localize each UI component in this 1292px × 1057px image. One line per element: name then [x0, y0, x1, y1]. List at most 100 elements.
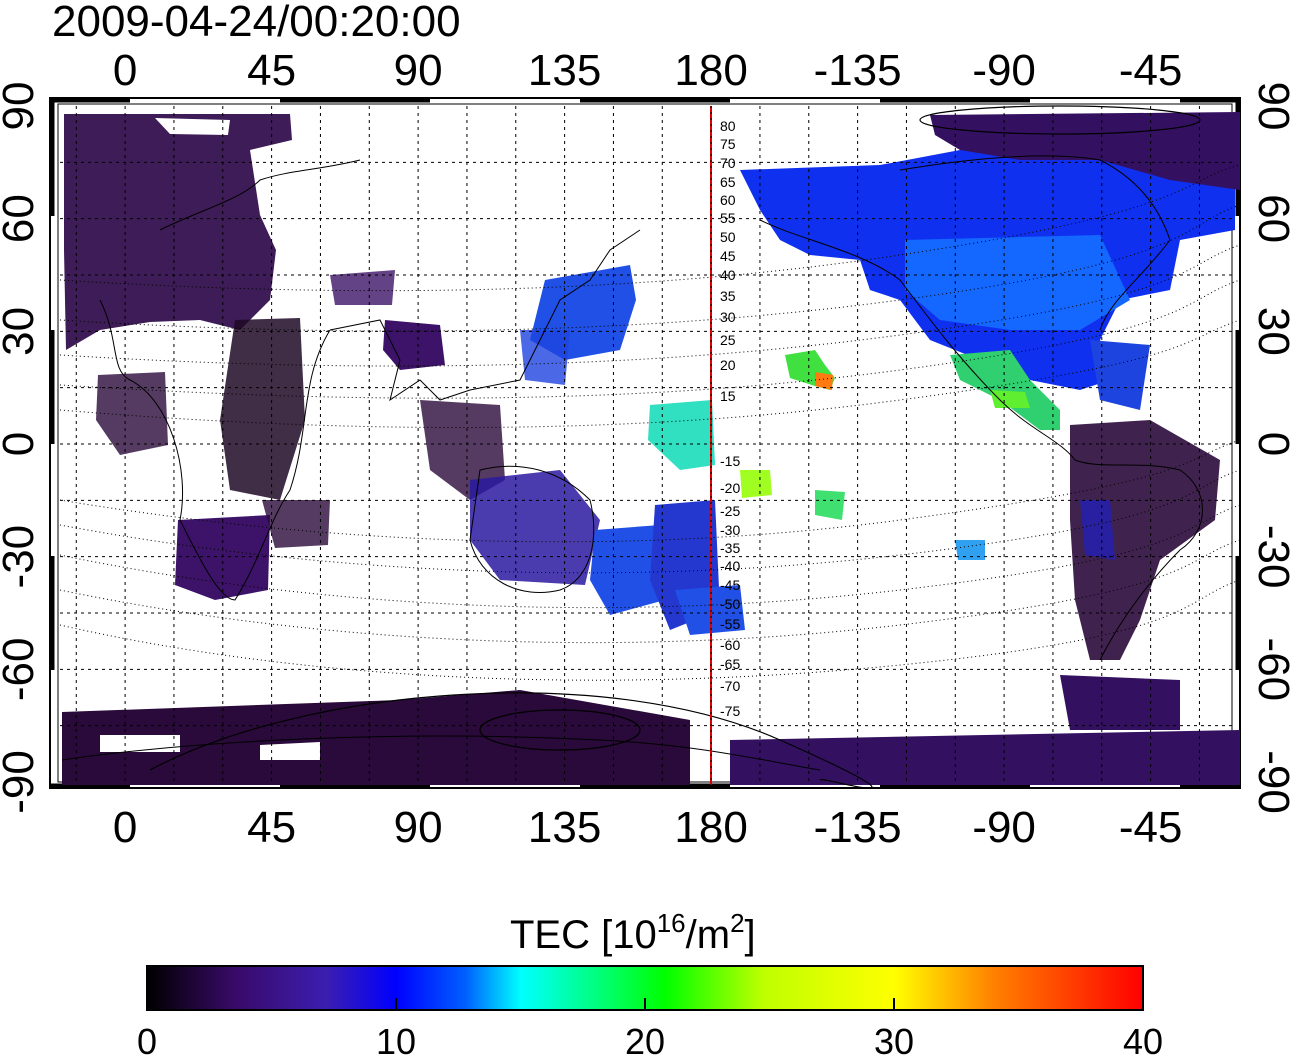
bottom-lon-tick-label: 45: [247, 803, 296, 852]
meridian-label: -25: [720, 503, 740, 519]
colorbar-ticks: 0 10 20 30 40: [137, 998, 1163, 1057]
magnetic-contours: [59, 164, 1241, 681]
tec-region-south-america: [1070, 420, 1220, 660]
bottom-lon-tick-label: -135: [814, 803, 902, 852]
colorbar-label-end: ]: [745, 913, 756, 957]
colorbar-tick-label: 10: [376, 1021, 416, 1057]
colorbar-tick-label: 0: [137, 1021, 157, 1057]
colorbar-tick-label: 30: [874, 1021, 914, 1057]
tec-region-central-america: [950, 350, 1060, 430]
top-lon-tick-label: -45: [1119, 46, 1183, 95]
tec-region-seasia: [420, 400, 505, 500]
meridian-label: 30: [720, 309, 736, 325]
meridian-label: -15: [720, 453, 740, 469]
left-lat-tick-label: -30: [0, 525, 43, 589]
left-lat-tick-label: -90: [0, 750, 43, 814]
meridian-label: 40: [720, 267, 736, 283]
meridian-label: -55: [720, 616, 740, 632]
tec-spot-3: [955, 540, 985, 560]
tec-spot-1: [740, 470, 772, 498]
left-lat-tick-label: 30: [0, 307, 43, 356]
meridian-label: -60: [720, 637, 740, 653]
meridian-label: 70: [720, 155, 736, 171]
top-lon-tick-label: 0: [113, 46, 137, 95]
bottom-lon-tick-label: -45: [1119, 803, 1183, 852]
bottom-lon-tick-label: -90: [972, 803, 1036, 852]
right-lat-tick-label: 30: [1249, 307, 1292, 356]
meridian-label: -45: [720, 577, 740, 593]
tec-region-hawaii-peak: [815, 372, 833, 390]
tec-region-mexico-peak: [990, 390, 1030, 408]
top-lon-tick-label: 180: [674, 46, 747, 95]
bottom-longitude-ticks: 0 45 90 135 180 -135 -90 -45: [113, 803, 1183, 852]
meridian-label: 55: [720, 210, 736, 226]
top-lon-tick-label: 90: [394, 46, 443, 95]
right-lat-tick-label: 0: [1249, 432, 1292, 456]
map-title: 2009-04-24/00:20:00: [52, 0, 461, 46]
left-lat-tick-label: 0: [0, 432, 43, 456]
meridian-label: 25: [720, 332, 736, 348]
meridian-labels: 80 75 70 65 60 55 50 45 40 35 30 25 20 15 -15 -20 -25 -30…: [720, 118, 740, 719]
meridian-label: 15: [720, 388, 736, 404]
meridian-label: -70: [720, 678, 740, 694]
tec-region-usa: [905, 235, 1130, 330]
meridian-label: -50: [720, 596, 740, 612]
right-latitude-ticks: 90 60 30 0 -30 -60 -90: [1249, 82, 1292, 814]
meridian-label: -75: [720, 703, 740, 719]
tec-region-africa-east: [220, 318, 305, 500]
bottom-lon-tick-label: 90: [394, 803, 443, 852]
bottom-lon-tick-label: 0: [113, 803, 137, 852]
meridian-label: -35: [720, 540, 740, 556]
colorbar-tick-label: 40: [1123, 1021, 1163, 1057]
coastlines: [61, 155, 1203, 771]
right-lat-tick-label: -90: [1249, 750, 1292, 814]
meridian-label: 65: [720, 174, 736, 190]
right-lat-tick-label: 90: [1249, 82, 1292, 131]
colorbar-tick-label: 20: [625, 1021, 665, 1057]
meridian-label: 45: [720, 248, 736, 264]
colorbar-label-sup1: 16: [657, 908, 686, 938]
left-lat-tick-label: 60: [0, 194, 43, 243]
tec-region-europe: [64, 114, 292, 350]
tec-region-caribbean: [1090, 340, 1150, 410]
grid-lines: [60, 106, 1232, 782]
tec-region-caspian: [330, 270, 395, 305]
top-lon-tick-label: -90: [972, 46, 1036, 95]
tec-region-sa-west: [1080, 500, 1115, 560]
meridian-label: 75: [720, 136, 736, 152]
top-lon-tick-label: 135: [528, 46, 601, 95]
tec-data-layer: [62, 112, 1240, 785]
tec-region-arctic-canada: [930, 112, 1240, 190]
meridian-label: 50: [720, 229, 736, 245]
meridian-label: -40: [720, 558, 740, 574]
meridian-label: -65: [720, 656, 740, 672]
tec-region-antarctica-west: [62, 690, 690, 785]
colorbar-label-sup2: 2: [730, 908, 744, 938]
right-lat-tick-label: -30: [1249, 525, 1292, 589]
tec-spot-2: [815, 490, 845, 520]
top-lon-tick-label: -135: [814, 46, 902, 95]
colorbar-label-mid: /m: [686, 913, 730, 957]
meridian-label: 20: [720, 357, 736, 373]
top-longitude-ticks: 0 45 90 135 180 -135 -90 -45: [113, 46, 1183, 95]
frame-border-bars: [49, 97, 1241, 789]
tec-region-southern-africa: [175, 515, 270, 600]
tec-region-africa-west: [96, 372, 168, 455]
left-latitude-ticks: 90 60 30 0 -30 -60 -90: [0, 82, 43, 814]
left-lat-tick-label: -60: [0, 638, 43, 702]
tec-region-madagascar: [262, 500, 330, 548]
left-lat-tick-label: 90: [0, 82, 43, 131]
top-lon-tick-label: 45: [247, 46, 296, 95]
bottom-lon-tick-label: 180: [674, 803, 747, 852]
meridian-label: 60: [720, 192, 736, 208]
bottom-lon-tick-label: 135: [528, 803, 601, 852]
magnetic-contours-solid: [149, 105, 1201, 789]
tec-region-china-coast: [520, 330, 570, 385]
right-lat-tick-label: 60: [1249, 194, 1292, 243]
meridian-label: -20: [720, 480, 740, 496]
meridian-label: 35: [720, 288, 736, 304]
right-lat-tick-label: -60: [1249, 638, 1292, 702]
tec-region-antarctic-peninsula: [1060, 675, 1180, 730]
gap-antarctica: [100, 735, 320, 760]
